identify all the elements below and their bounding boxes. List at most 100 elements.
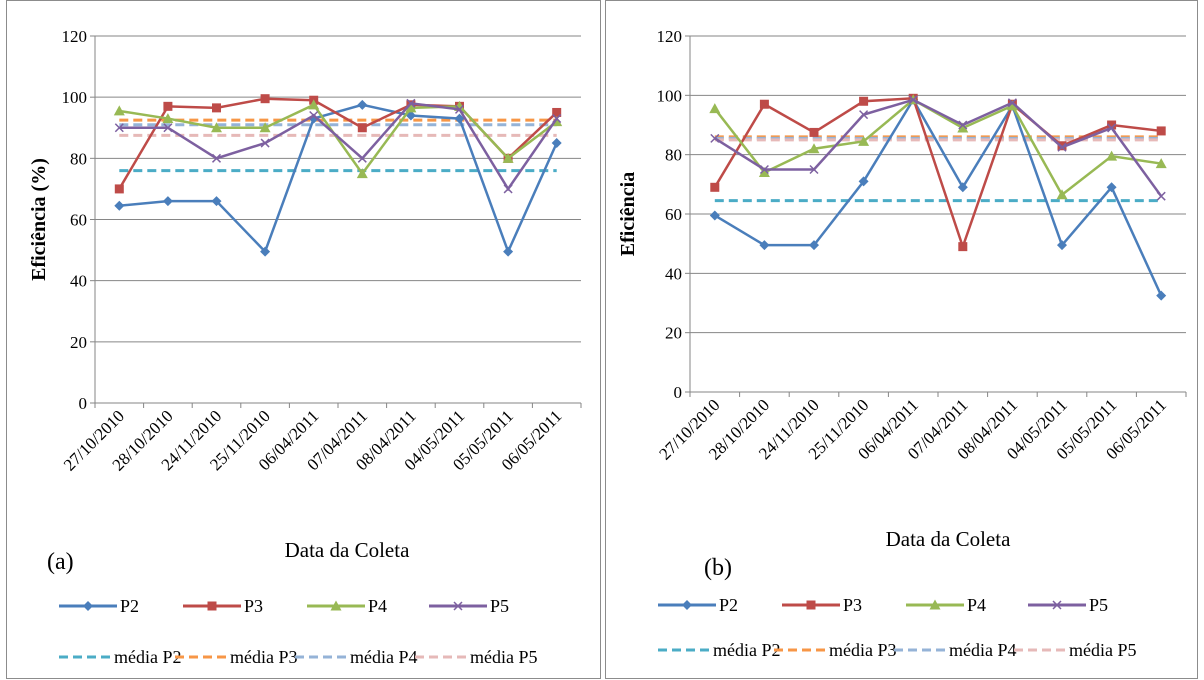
data-point	[1007, 98, 1017, 108]
series-line	[713, 96, 1162, 251]
data-point	[260, 94, 270, 104]
data-point	[1156, 126, 1166, 136]
series-line	[714, 98, 1163, 197]
data-point	[309, 110, 319, 121]
data-point	[808, 143, 820, 154]
x-axis-label: Data da Coleta	[886, 527, 1011, 551]
data-point	[759, 99, 769, 109]
panel-label-a: (a)	[47, 549, 74, 575]
data-point	[1057, 142, 1067, 152]
y-tick-label: 120	[62, 27, 88, 46]
data-point	[957, 182, 968, 193]
data-point	[758, 166, 770, 177]
data-point	[162, 113, 174, 124]
series-line	[713, 98, 1162, 197]
legend-label: P3	[843, 595, 862, 615]
legend-marker	[207, 601, 217, 611]
y-axis-label: Eficiência	[617, 172, 639, 256]
series-line	[119, 103, 558, 176]
data-point	[809, 127, 819, 137]
data-point	[809, 164, 819, 175]
data-point	[552, 107, 562, 117]
data-point	[260, 246, 271, 257]
data-point	[908, 95, 918, 105]
data-point	[759, 240, 770, 251]
data-point	[1106, 182, 1117, 193]
data-point	[552, 114, 562, 124]
data-point	[212, 103, 221, 113]
data-point	[162, 196, 173, 207]
data-point	[1156, 290, 1167, 301]
data-point	[356, 168, 368, 179]
panel-label-b: (b)	[704, 555, 732, 581]
legend-label: média P3	[230, 647, 298, 667]
legend-label: média P2	[713, 640, 781, 660]
data-point	[259, 122, 271, 133]
data-point	[809, 240, 819, 251]
legend-label: média P4	[350, 647, 418, 667]
data-point	[503, 246, 514, 257]
data-point	[710, 133, 720, 143]
data-point	[709, 103, 721, 114]
data-point	[1156, 191, 1166, 201]
y-tick-label: 60	[665, 205, 682, 224]
data-point	[858, 135, 870, 146]
legend-marker	[1052, 600, 1062, 610]
data-point	[1057, 240, 1067, 251]
legend-label: média P5	[470, 647, 538, 667]
legend-marker	[682, 600, 692, 610]
data-point	[710, 182, 720, 192]
data-point	[1155, 158, 1167, 169]
data-point	[1006, 100, 1018, 111]
series-line	[119, 103, 558, 255]
legend-marker	[83, 601, 93, 611]
data-point	[454, 113, 465, 124]
data-point	[405, 102, 417, 113]
data-point	[709, 210, 720, 221]
data-point	[551, 138, 562, 149]
x-axis-label: Data da Coleta	[285, 538, 410, 562]
data-point	[357, 153, 367, 163]
legend-label: P4	[368, 596, 387, 616]
data-point	[858, 176, 869, 187]
y-tick-label: 20	[665, 324, 682, 343]
data-point	[114, 184, 124, 194]
legend-label: média P4	[949, 640, 1017, 660]
chart-panel-b: 0 20 40 60 80 100 120 27/10/2010 28/10/2010 24/11…	[605, 0, 1198, 679]
data-point	[308, 99, 320, 110]
data-point	[163, 123, 173, 133]
legend-label: P3	[244, 596, 263, 616]
data-point	[958, 120, 968, 130]
y-tick-label: 0	[79, 394, 88, 413]
data-point	[114, 200, 125, 211]
y-tick-label: 120	[657, 27, 683, 46]
data-point	[759, 164, 769, 175]
legend-label: média P5	[1069, 640, 1137, 660]
y-tick-label: 60	[70, 211, 87, 230]
data-point	[114, 123, 124, 133]
data-point	[859, 110, 869, 120]
data-point	[502, 152, 514, 163]
data-point	[957, 122, 969, 133]
series-line	[119, 101, 558, 192]
legend-label: P5	[490, 596, 509, 616]
legend-label: P2	[120, 596, 139, 616]
y-tick-label: 100	[657, 86, 683, 105]
data-point	[211, 153, 222, 163]
data-point	[503, 184, 513, 194]
y-tick-label: 40	[70, 272, 87, 291]
data-point	[260, 138, 270, 148]
data-point	[859, 96, 869, 106]
chart-panel-a: 0 20 40 60 80 100 120 27/10/2010 28/10/2010 24/11…	[6, 0, 601, 679]
legend-marker	[453, 601, 463, 611]
y-tick-label: 100	[62, 88, 88, 107]
legend-marker	[929, 599, 941, 610]
legend-label: média P2	[114, 647, 182, 667]
data-point	[163, 101, 173, 111]
data-point	[113, 105, 125, 116]
data-point	[1106, 150, 1118, 161]
data-point	[357, 99, 368, 110]
y-axis-label: Eficiência (%)	[28, 158, 50, 281]
chart-b-svg: 02040608010012027/10/201028/10/201024/11…	[617, 27, 1187, 660]
y-tick-label: 0	[674, 383, 683, 402]
